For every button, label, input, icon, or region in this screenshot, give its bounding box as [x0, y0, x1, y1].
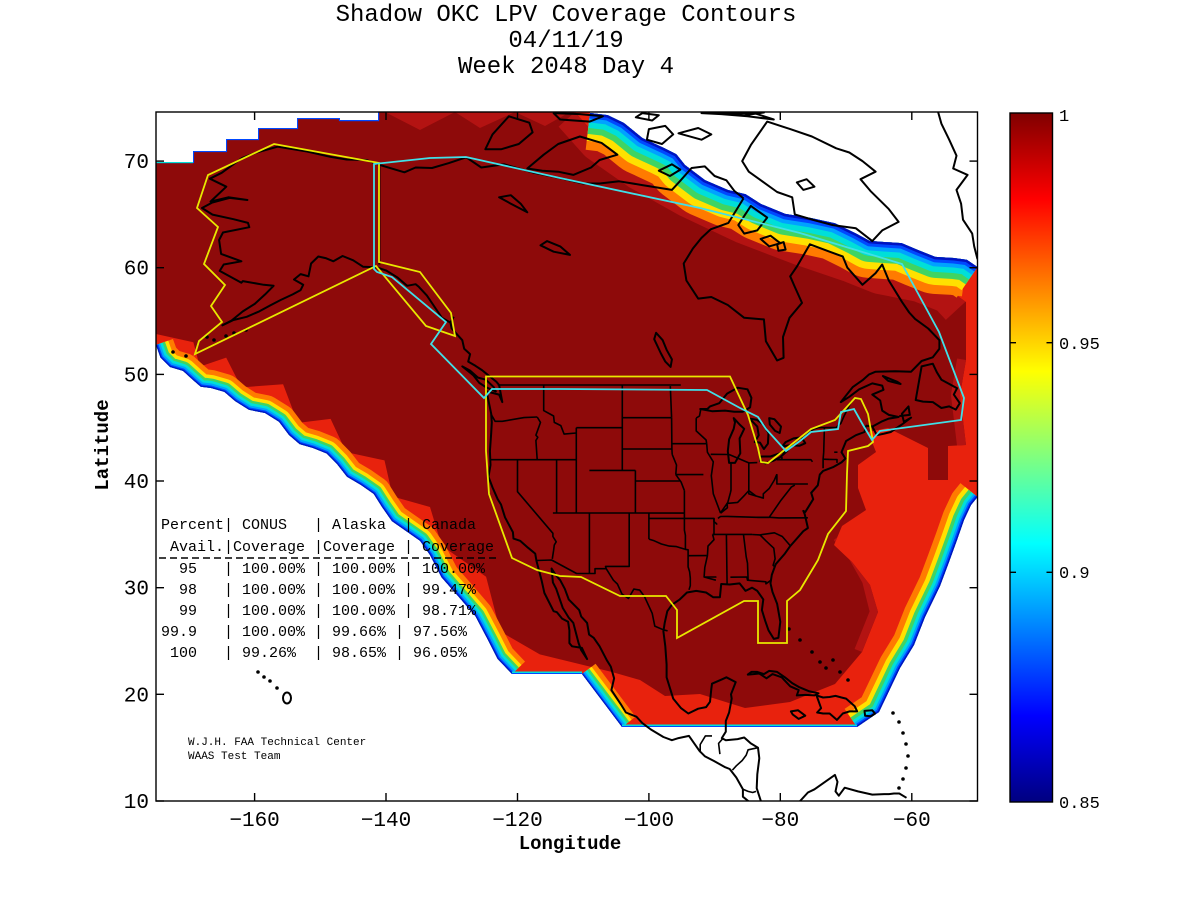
svg-text:10: 10 — [124, 792, 149, 815]
svg-text:Percent| CONUS | Alaska | C: Percent| CONUS | Alaska | Canada — [161, 517, 476, 534]
svg-text:Longitude: Longitude — [519, 833, 622, 855]
svg-text:Shadow OKC LPV Coverage Contou: Shadow OKC LPV Coverage Contours — [336, 2, 797, 29]
svg-text:95 | 100.00% | 100.00% | 100: 95 | 100.00% | 100.00% | 100.00% — [161, 561, 486, 578]
svg-text:0.9: 0.9 — [1059, 565, 1090, 584]
svg-text:99.9 | 100.00% | 99.66% | 97: 99.9 | 100.00% | 99.66% | 97.56% — [161, 624, 468, 641]
svg-text:100 | 99.26% | 98.65% | 96.: 100 | 99.26% | 98.65% | 96.05% — [161, 645, 468, 662]
svg-text:−120: −120 — [492, 810, 542, 833]
svg-text:−60: −60 — [893, 810, 931, 833]
svg-text:30: 30 — [124, 579, 149, 602]
svg-text:−80: −80 — [761, 810, 799, 833]
svg-text:60: 60 — [124, 259, 149, 282]
svg-text:50: 50 — [124, 365, 149, 388]
svg-text:−160: −160 — [229, 810, 279, 833]
svg-text:40: 40 — [124, 472, 149, 495]
svg-text:−140: −140 — [361, 810, 411, 833]
svg-text:WAAS Test Team: WAAS Test Team — [188, 751, 281, 763]
svg-text:70: 70 — [124, 152, 149, 175]
svg-text:20: 20 — [124, 685, 149, 708]
svg-text:Week 2048 Day 4: Week 2048 Day 4 — [458, 54, 674, 81]
svg-text:Avail.|Coverage |Coverage | Co: Avail.|Coverage |Coverage | Coverage — [161, 539, 494, 556]
svg-text:04/11/19: 04/11/19 — [508, 28, 623, 55]
svg-text:Latitude: Latitude — [92, 399, 114, 490]
svg-text:0.85: 0.85 — [1059, 795, 1100, 814]
svg-text:99 | 100.00% | 100.00% | 98.: 99 | 100.00% | 100.00% | 98.71% — [161, 603, 477, 620]
svg-text:98 | 100.00% | 100.00% | 99.: 98 | 100.00% | 100.00% | 99.47% — [161, 582, 477, 599]
svg-text:1: 1 — [1059, 108, 1069, 127]
svg-text:−100: −100 — [624, 810, 674, 833]
svg-text:0.95: 0.95 — [1059, 336, 1100, 355]
svg-text:W.J.H. FAA Technical Center: W.J.H. FAA Technical Center — [188, 737, 366, 749]
